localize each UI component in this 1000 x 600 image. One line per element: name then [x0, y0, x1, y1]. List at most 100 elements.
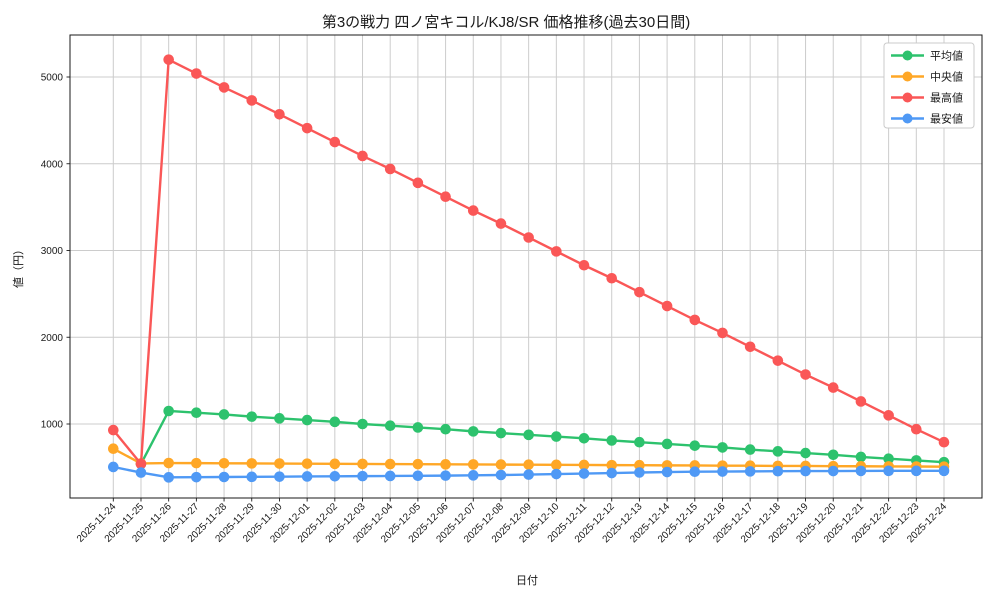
data-point-highest	[717, 327, 728, 339]
data-point-median	[329, 458, 341, 470]
data-point-lowest	[357, 470, 368, 482]
data-point-lowest	[108, 461, 119, 473]
data-point-average	[883, 453, 894, 465]
data-point-average	[467, 426, 479, 437]
data-point-average	[495, 427, 507, 439]
data-point-highest	[246, 95, 258, 106]
data-point-highest	[440, 191, 451, 203]
data-point-lowest	[440, 470, 451, 481]
data-point-average	[551, 431, 562, 442]
legend-label: 最安値	[930, 111, 963, 125]
legend-label: 中央値	[930, 70, 963, 83]
chart-title: 第3の戦力 四ノ宮キコル/KJ8/SR 価格推移(過去30日間)	[322, 13, 690, 31]
data-point-median	[218, 457, 230, 469]
data-point-average	[246, 411, 258, 422]
data-point-average	[827, 449, 839, 461]
data-point-lowest	[717, 466, 728, 477]
data-point-highest	[800, 369, 811, 380]
data-point-lowest	[246, 471, 258, 483]
data-point-median	[606, 459, 618, 471]
data-point-median	[551, 459, 562, 471]
data-point-average	[744, 444, 756, 455]
legend-item-median: 中央値	[891, 70, 963, 83]
data-point-highest	[495, 218, 507, 229]
data-point-lowest	[938, 465, 950, 477]
data-point-median	[384, 458, 396, 470]
data-point-average	[274, 413, 285, 424]
data-point-average	[301, 414, 313, 426]
data-point-average	[384, 420, 396, 432]
data-point-median	[440, 459, 451, 470]
data-point-median	[191, 457, 202, 469]
data-point-average	[800, 447, 811, 459]
data-point-highest	[384, 163, 396, 175]
y-tick-label: 2000	[41, 333, 64, 344]
data-point-lowest	[855, 465, 867, 477]
data-point-median	[578, 459, 590, 471]
data-point-highest	[661, 300, 673, 312]
data-point-median	[357, 458, 368, 470]
data-point-highest	[329, 136, 341, 148]
data-point-lowest	[218, 471, 230, 483]
y-axis: 1000 2000 3000 4000 5000	[41, 73, 70, 431]
legend-label: 最高値	[930, 90, 963, 104]
x-axis-label: 日付	[516, 574, 538, 587]
y-axis-label: 値（円）	[12, 244, 25, 288]
data-point-median	[467, 459, 479, 470]
y-tick-label: 3000	[41, 246, 64, 257]
data-point-highest	[108, 424, 119, 436]
data-point-highest	[467, 205, 479, 216]
data-point-highest	[412, 177, 424, 189]
data-point-highest	[523, 232, 534, 243]
data-point-lowest	[689, 466, 701, 478]
data-point-highest	[163, 54, 174, 65]
data-point-highest	[772, 355, 784, 366]
data-point-lowest	[384, 470, 396, 482]
data-point-lowest	[634, 467, 645, 478]
series-highest	[108, 54, 950, 470]
data-point-average	[855, 451, 867, 463]
data-point-average	[163, 405, 174, 417]
legend-marker-icon	[902, 92, 913, 103]
data-point-highest	[911, 423, 922, 435]
data-point-lowest	[495, 469, 507, 481]
legend-box	[883, 42, 975, 129]
data-point-average	[440, 423, 451, 435]
legend-marker-icon	[902, 113, 913, 124]
legend-item-average: 平均値	[891, 49, 963, 62]
data-point-average	[689, 440, 701, 451]
data-point-average	[772, 446, 784, 457]
plot-spines	[69, 34, 983, 499]
data-point-lowest	[191, 471, 202, 483]
data-point-highest	[606, 272, 618, 284]
data-point-highest	[135, 458, 147, 470]
data-point-median	[163, 457, 174, 469]
data-point-highest	[551, 246, 562, 257]
legend-marker-icon	[902, 50, 913, 61]
data-point-average	[191, 407, 202, 419]
data-point-highest	[744, 341, 756, 353]
data-point-highest	[274, 109, 285, 120]
data-point-lowest	[467, 470, 479, 481]
data-point-average	[218, 409, 230, 420]
data-point-median	[274, 458, 285, 469]
data-point-highest	[938, 436, 950, 448]
data-point-lowest	[772, 465, 784, 477]
data-point-lowest	[661, 466, 673, 478]
legend-item-lowest: 最安値	[891, 111, 963, 125]
data-point-lowest	[606, 467, 618, 479]
data-point-highest	[883, 410, 894, 421]
data-point-median	[495, 459, 507, 470]
data-point-average	[578, 433, 590, 444]
data-point-highest	[827, 382, 839, 393]
legend-item-highest: 最高値	[891, 90, 963, 104]
data-point-lowest	[274, 471, 285, 482]
data-point-lowest	[329, 471, 341, 482]
data-point-lowest	[800, 465, 811, 477]
data-point-median	[246, 458, 258, 469]
data-point-lowest	[883, 465, 894, 477]
data-point-median	[634, 459, 645, 471]
